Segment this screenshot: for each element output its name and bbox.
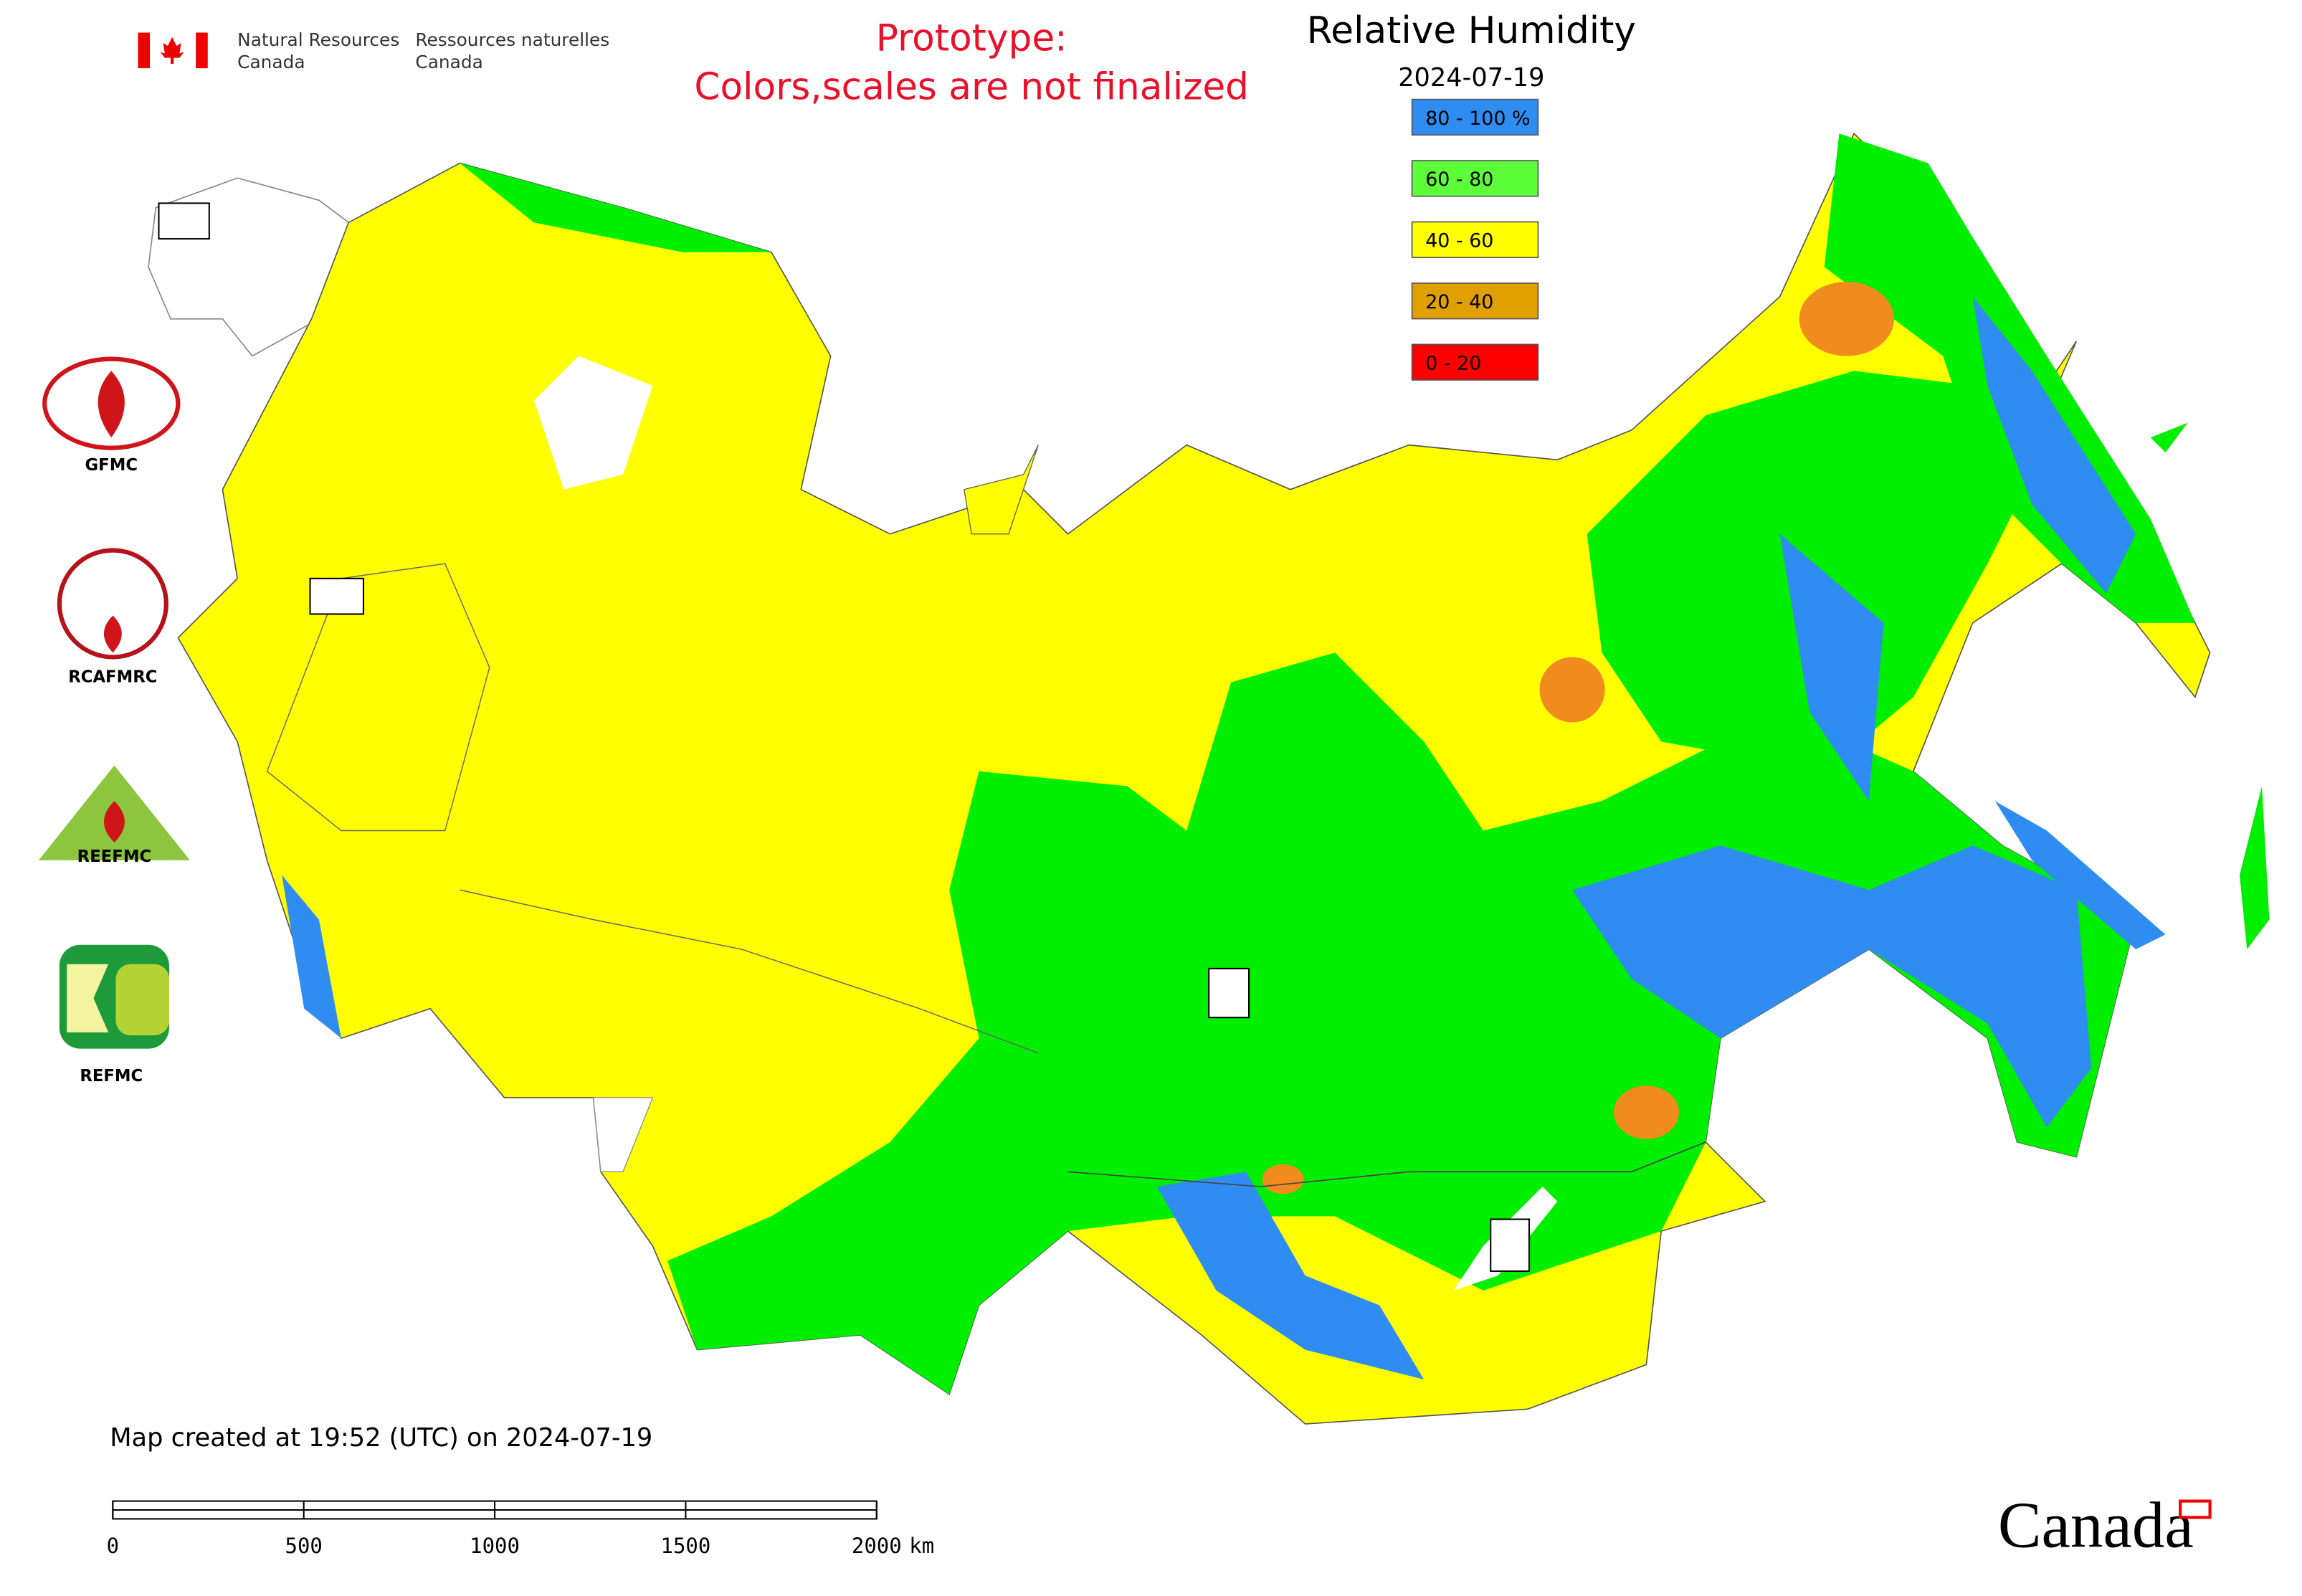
land-20-40 xyxy=(1262,1164,1304,1194)
legend-label: 80 - 100 % xyxy=(1425,108,1530,130)
flag-band xyxy=(138,32,151,69)
map-date: 2024-07-19 xyxy=(1398,63,1544,92)
center-marker xyxy=(158,202,210,240)
logo-reefmc: REEFMC xyxy=(38,765,190,866)
legend-swatch xyxy=(1411,221,1539,258)
legend: 80 - 100 % 60 - 80 40 - 60 20 - 40 0 - 20 xyxy=(1411,98,1539,381)
center-marker xyxy=(309,577,365,615)
island xyxy=(2150,422,2188,452)
border xyxy=(266,563,490,832)
logo-refmc: REFMC xyxy=(59,944,169,1086)
wordmark-flag xyxy=(2179,1499,2212,1519)
maple-leaf xyxy=(160,37,184,64)
logo-label: GFMC xyxy=(85,456,138,475)
goc-signature: Natural Resources Canada Ressources natu… xyxy=(138,29,609,72)
land-80-100 xyxy=(1156,1172,1425,1379)
legend-label: 20 - 40 xyxy=(1425,291,1493,313)
logo-label: REFMC xyxy=(80,1067,143,1086)
legend-label: 0 - 20 xyxy=(1425,353,1481,375)
logo-rcafmrc: RCAFMRC xyxy=(57,548,168,687)
legend-swatch xyxy=(1411,343,1539,381)
land-20-40 xyxy=(1539,657,1605,723)
prototype-notice: Prototype: xyxy=(876,16,1067,60)
center-marker xyxy=(1208,967,1250,1019)
ministry-en: Natural Resources xyxy=(237,29,399,50)
island xyxy=(964,445,1039,535)
center-marker xyxy=(1490,1218,1531,1272)
land-80-100 xyxy=(1572,845,2092,1128)
ministry-en: Canada xyxy=(237,52,305,72)
logo-gfmc: GFMC xyxy=(42,356,181,475)
land-80-100 xyxy=(1972,296,2136,594)
map-created-note: Map created at 19:52 (UTC) on 2024-07-19 xyxy=(110,1423,652,1453)
scale-label: 1500 xyxy=(661,1534,711,1558)
legend-swatch xyxy=(1411,282,1539,320)
legend-swatch xyxy=(1411,160,1539,197)
scale-bar: 0 500 1000 1500 2000 km xyxy=(107,1500,934,1558)
canada-wordmark: Canada xyxy=(1998,1489,2194,1562)
ministry-fr: Ressources naturelles xyxy=(415,29,609,50)
island xyxy=(2239,786,2270,950)
scale-label: 1000 xyxy=(470,1534,520,1558)
logo-label: REEFMC xyxy=(77,847,151,866)
border xyxy=(1067,1141,1706,1187)
scale-label: 0 xyxy=(107,1534,119,1558)
sakhalin xyxy=(1994,801,2166,950)
lake xyxy=(533,356,653,490)
flag-band xyxy=(196,32,208,69)
legend-label: 40 - 60 xyxy=(1425,230,1493,252)
map-title: Relative Humidity xyxy=(1307,9,1636,52)
scale-unit: km xyxy=(909,1534,934,1558)
legend-swatch xyxy=(1411,98,1539,136)
land-60-80 xyxy=(667,652,2136,1395)
map xyxy=(148,132,2270,1425)
caspian-sea xyxy=(592,1097,654,1172)
ministry-fr: Canada xyxy=(415,52,482,72)
land-80-100 xyxy=(1779,533,1884,802)
logo-label: RCAFMRC xyxy=(68,668,157,687)
scale-label: 500 xyxy=(285,1534,323,1558)
land-20-40 xyxy=(1613,1086,1679,1139)
land-80-100 xyxy=(282,875,341,1039)
border xyxy=(460,889,1039,1054)
scale-label: 2000 xyxy=(852,1534,902,1558)
land-20-40 xyxy=(1799,282,1894,356)
land-60-80 xyxy=(460,163,771,252)
prototype-notice: Colors,scales are not finalized xyxy=(694,66,1249,109)
legend-label: 60 - 80 xyxy=(1425,168,1493,191)
